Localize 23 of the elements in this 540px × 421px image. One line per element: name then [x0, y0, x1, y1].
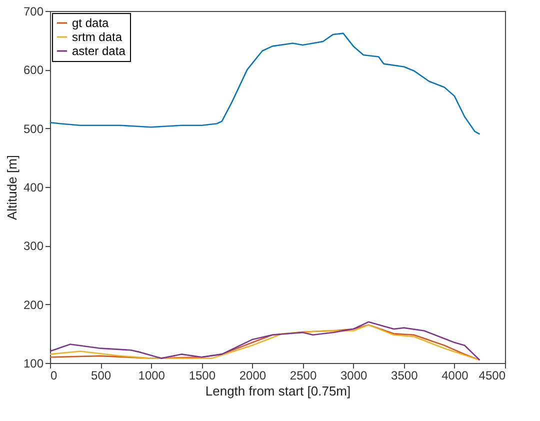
line-series	[49, 32, 480, 135]
y-tick-label: 400	[23, 180, 44, 194]
x-tick-label: 500	[91, 368, 112, 382]
y-tick-label: 300	[23, 239, 44, 254]
y-tick-label: 500	[23, 122, 44, 136]
y-tick-label: 100	[23, 356, 44, 370]
x-tick-label: 1500	[188, 368, 216, 382]
x-tick-label: 2000	[239, 368, 266, 382]
legend-label: gt data	[72, 16, 110, 30]
x-tick-label: 4500	[478, 368, 506, 382]
legend-label: srtm data	[72, 30, 122, 44]
x-tick-label: 0	[50, 368, 58, 382]
x-tick-label: 3500	[391, 368, 418, 382]
y-axis-title: Altitude [m]	[4, 154, 20, 220]
x-tick-label: 4000	[442, 368, 469, 382]
x-tick-label: 2500	[290, 368, 317, 382]
y-tick-label: 600	[23, 63, 44, 78]
x-tick-label: 1000	[138, 368, 166, 382]
y-tick-label: 200	[23, 298, 44, 312]
x-tick-label: 3000	[340, 368, 368, 382]
x-axis-title: Length from start [0.75m]	[205, 384, 351, 398]
y-tick-label: 700	[23, 4, 44, 18]
legend-label: aster data	[72, 44, 126, 58]
